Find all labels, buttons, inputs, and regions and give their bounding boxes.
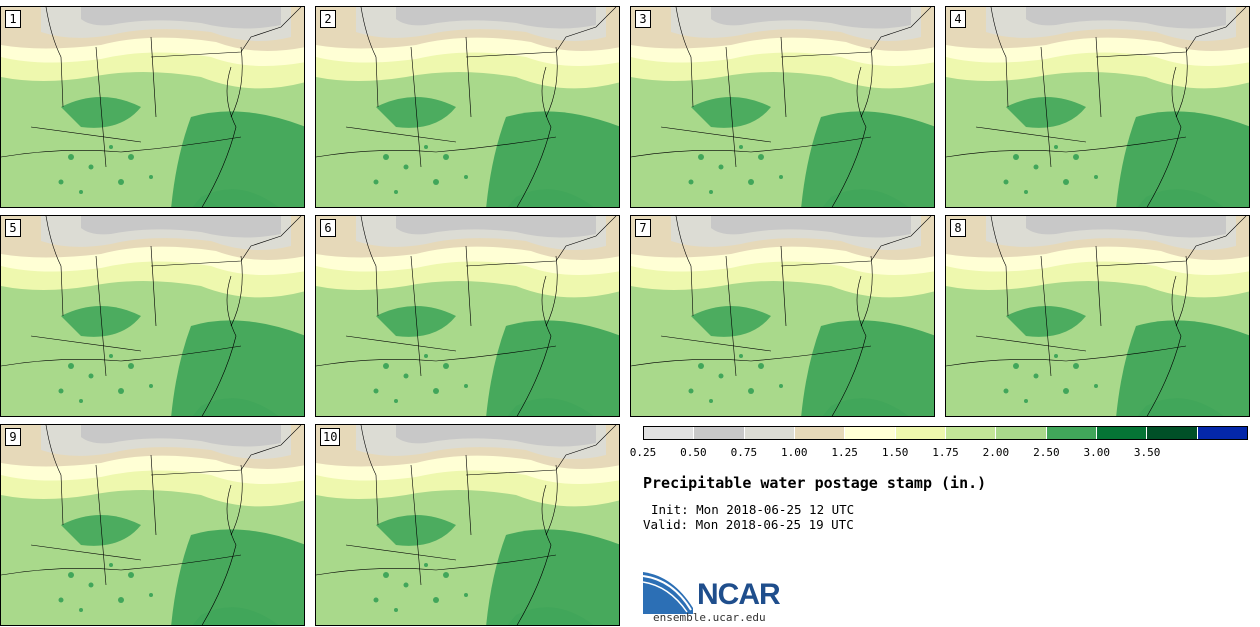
stamp-panel: 10 [315,424,620,626]
valid-time: Valid: Mon 2018-06-25 19 UTC [643,517,854,532]
stamp-panel: 4 [945,6,1250,208]
colorbar-tick-label: 2.50 [1033,446,1060,459]
member-label: 10 [320,428,341,446]
colorbar-segment [794,427,846,439]
colorbar-tick-label: 0.25 [629,446,657,459]
member-label: 5 [5,219,21,237]
colorbar-segment [694,427,745,439]
precip-map [1,7,304,207]
member-label: 3 [635,10,651,28]
precip-map [1,425,304,625]
colorbar-segment [744,427,795,439]
colorbar-segment [845,427,896,439]
colorbar-tick-label: 1.75 [932,446,959,459]
member-label: 8 [950,219,966,237]
member-label: 9 [5,428,21,446]
colorbar-segment [996,427,1047,439]
site-url: ensemble.ucar.edu [653,611,766,624]
colorbar-tick-label: 1.25 [831,446,858,459]
member-label: 6 [320,219,336,237]
stamp-panel: 2 [315,6,620,208]
colorbar-segment [1197,427,1247,439]
precip-map [946,7,1249,207]
colorbar-segment [1046,427,1097,439]
member-label: 1 [5,10,21,28]
precip-map [316,216,619,416]
stamp-panel: 7 [630,215,935,417]
colorbar-segment [895,427,946,439]
member-label: 7 [635,219,651,237]
map-title: Precipitable water postage stamp (in.) [643,474,987,492]
colorbar-segment [1147,427,1198,439]
colorbar-segment [1096,427,1148,439]
precip-map [631,7,934,207]
colorbar-segment [644,427,695,439]
colorbar-tick-label: 0.50 [680,446,707,459]
stamp-panel: 1 [0,6,305,208]
precip-map [1,216,304,416]
stamp-panel: 3 [630,6,935,208]
stamp-panel: 6 [315,215,620,417]
stamp-panel: 8 [945,215,1250,417]
colorbar-tick-label: 3.00 [1083,446,1111,459]
colorbar [643,426,1248,440]
precip-map [631,216,934,416]
member-label: 4 [950,10,966,28]
colorbar-tick-label: 1.50 [881,446,909,459]
stamp-panel: 5 [0,215,305,417]
colorbar-tick-label: 2.00 [982,446,1010,459]
ncar-logo-text: NCAR [697,578,781,611]
colorbar-segment [945,427,997,439]
ncar-logo-icon [643,572,693,614]
colorbar-tick-label: 3.50 [1133,446,1161,459]
precip-map [316,7,619,207]
colorbar-tick-label: 1.00 [781,446,808,459]
precip-map [316,425,619,625]
member-label: 2 [320,10,336,28]
colorbar-ticks: 0.25 0.50 0.75 1.00 1.25 1.50 1.75 2.00 2.50 3.00… [630,446,1260,460]
stamp-panel: 9 [0,424,305,626]
init-time: Init: Mon 2018-06-25 12 UTC [651,502,855,517]
colorbar-tick-label: 0.75 [730,446,758,459]
precip-map [946,216,1249,416]
